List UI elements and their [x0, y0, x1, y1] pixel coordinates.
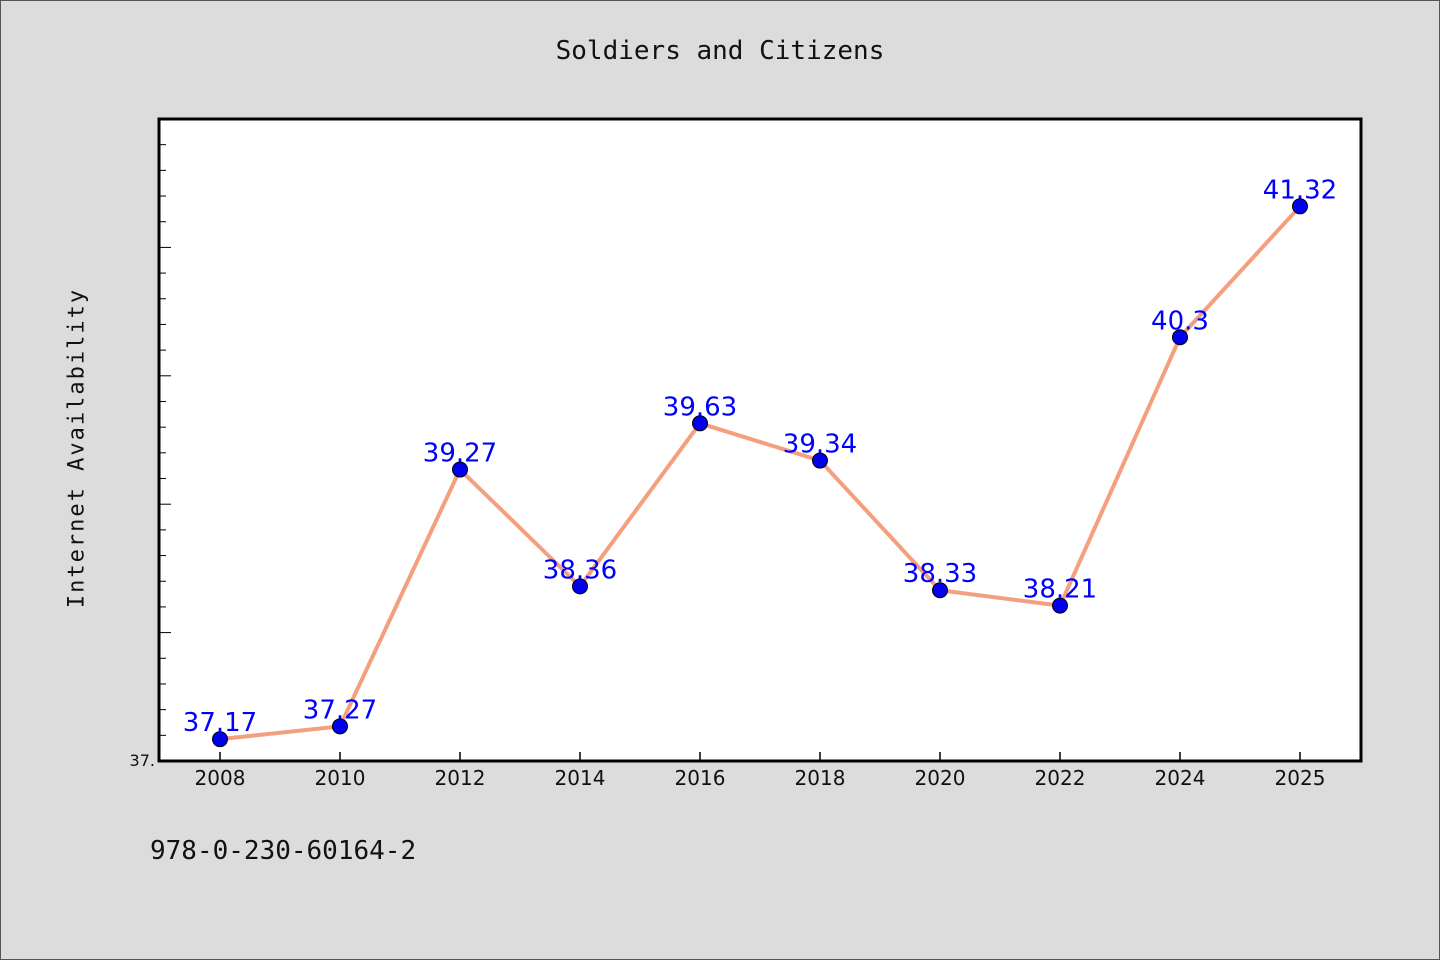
x-tick-label: 2012: [435, 766, 486, 790]
x-tick-label: 2008: [195, 766, 246, 790]
x-tick-label: 2018: [795, 766, 846, 790]
data-label: 37.17: [183, 708, 257, 738]
y-tick-labels: 37.: [130, 751, 155, 770]
series-line-group: [218, 204, 1302, 742]
chart-title: Soldiers and Citizens: [555, 36, 885, 66]
data-label: 39.63: [663, 392, 737, 422]
y-minor-ticks: [159, 118, 171, 736]
data-point-marker: [332, 718, 348, 735]
x-tick-label: 2020: [915, 766, 966, 790]
markers-group: [212, 198, 1308, 748]
data-label: 38.33: [903, 559, 977, 589]
x-tick-label: 2024: [1155, 766, 1206, 790]
x-tick-label: 2014: [555, 766, 606, 790]
x-tick-label: 2016: [675, 766, 726, 790]
data-label: 39.34: [783, 430, 857, 460]
data-label: 39.27: [423, 439, 497, 469]
data-point-marker: [1172, 329, 1188, 346]
data-point-marker: [212, 731, 228, 748]
x-tick-label: 2025: [1275, 766, 1326, 790]
data-label: 41.32: [1263, 175, 1337, 205]
data-label: 38.36: [543, 555, 617, 585]
data-label: 40.3: [1151, 306, 1209, 336]
data-point-marker: [812, 452, 828, 469]
data-label: 37.27: [303, 695, 377, 725]
x-tick-label: 2022: [1035, 766, 1086, 790]
data-point-marker: [452, 461, 468, 478]
data-point-marker: [572, 578, 588, 595]
x-ticks: 2008 2010 2012 2014 2016 2018 2020 2022 2024 2025: [195, 752, 1326, 790]
y-tick-label: 37.: [130, 751, 155, 770]
data-point-marker: [932, 582, 948, 599]
footnote-isbn: 978-0-230-60164-2: [150, 836, 417, 866]
x-tick-label: 2010: [315, 766, 366, 790]
data-point-marker: [1052, 597, 1068, 614]
data-point-marker: [1292, 198, 1308, 215]
data-label: 38.21: [1023, 575, 1097, 605]
data-point-marker: [692, 415, 708, 432]
data-labels-group: 37.17 37.27 39.27 38.36 39.63 39.34 38.33 38.21…: [183, 175, 1337, 738]
series-line: [218, 204, 1302, 742]
